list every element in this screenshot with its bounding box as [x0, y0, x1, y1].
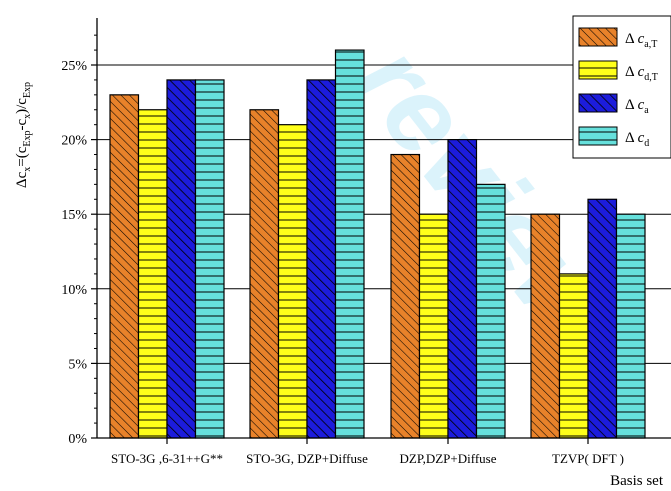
- bar-0-3: [194, 79, 225, 439]
- y-tick-label: 5%: [68, 357, 87, 372]
- x-tick-label: TZVP( DFT ): [552, 451, 624, 466]
- bar-0-0: [109, 94, 140, 439]
- legend-label-0: Δ ca,T: [625, 31, 657, 50]
- y-title-sub-x2: x: [22, 114, 33, 119]
- y-title-div: )/c: [14, 98, 30, 114]
- bar-2-3: [475, 183, 506, 439]
- legend-swatch-3: [578, 126, 618, 146]
- y-tick-label: 10%: [61, 283, 87, 298]
- x-tick-label: DZP,DZP+Diffuse: [399, 451, 496, 466]
- legend-swatch-0: [578, 27, 618, 47]
- bar-1-1: [277, 124, 308, 439]
- bar-3-2: [587, 198, 618, 439]
- y-tick-label: 20%: [61, 134, 87, 149]
- bar-1-3: [334, 49, 365, 439]
- y-axis-title: Δcx=(cExp-cx)/cExp: [14, 82, 33, 188]
- y-title-sub-x: x: [22, 167, 33, 172]
- legend-label-2: Δ ca: [625, 97, 649, 116]
- legend-swatch-2: [578, 93, 618, 113]
- bar-3-0: [530, 213, 561, 439]
- bar-2-1: [418, 213, 449, 439]
- svg-text:Δcx=(cExp-cx)/cExp: Δcx=(cExp-cx)/cExp: [14, 82, 33, 188]
- bar-3-1: [558, 273, 589, 439]
- y-title-eq: =(c: [14, 146, 30, 166]
- y-title-minus: -c: [14, 119, 30, 131]
- legend-label-1: Δ cd,T: [625, 64, 658, 83]
- bar-0-1: [137, 109, 168, 439]
- x-tick-label: STO-3G ,6-31++G**: [111, 451, 223, 466]
- legend: Δ ca,T Δ cd,T Δ ca Δ cd: [572, 15, 671, 159]
- y-ticks: 0% 5% 10% 15% 20% 25%: [61, 34, 97, 447]
- x-ticks: STO-3G ,6-31++G** STO-3G, DZP+Diffuse DZP,…: [111, 438, 624, 466]
- legend-label-3: Δ cd: [625, 130, 649, 149]
- bar-3-3: [615, 213, 646, 439]
- bar-2-0: [390, 153, 421, 439]
- bar-0-2: [166, 79, 197, 439]
- y-tick-label: 0%: [68, 432, 87, 447]
- legend-swatch-1: [578, 60, 618, 80]
- y-tick-label: 15%: [61, 208, 87, 223]
- y-title-sub-exp2: Exp: [22, 82, 33, 98]
- y-title-sub-exp1: Exp: [22, 131, 33, 147]
- bar-1-0: [249, 109, 280, 439]
- bars: [109, 49, 646, 439]
- bar-1-2: [306, 79, 337, 439]
- y-title-delta-c: Δc: [14, 171, 30, 188]
- bar-2-2: [447, 139, 478, 439]
- y-tick-label: 25%: [61, 59, 87, 74]
- axes: [96, 18, 671, 439]
- x-tick-label: STO-3G, DZP+Diffuse: [246, 451, 368, 466]
- x-axis-title: Basis set: [610, 473, 664, 489]
